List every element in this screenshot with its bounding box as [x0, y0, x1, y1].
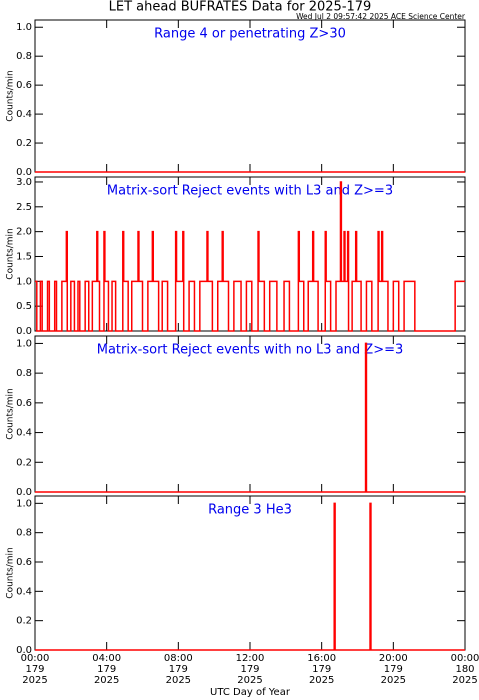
data-line — [35, 502, 465, 651]
y-tick-label: 0.0 — [16, 326, 32, 337]
panel-annotation: Matrix-sort Reject events with no L3 and… — [97, 343, 404, 358]
y-tick-label: 0.2 — [16, 138, 32, 149]
x-tick-label: 16:00 — [307, 653, 336, 664]
panel-frame — [34, 495, 466, 651]
x-tick-label: 2025 — [94, 675, 119, 686]
y-axis-label: Counts/min — [6, 70, 16, 121]
x-tick-label: 04:00 — [92, 653, 121, 664]
x-tick-label: 12:00 — [236, 653, 265, 664]
x-tick-label: 00:00 — [21, 653, 50, 664]
y-tick-label: 0.8 — [16, 368, 32, 379]
y-axis-label: Counts/min — [6, 388, 16, 439]
panel-frame — [34, 19, 466, 173]
y-tick-label: 0.4 — [16, 109, 32, 120]
y-tick-label: 1.0 — [16, 498, 32, 509]
x-tick-label: 179 — [97, 664, 116, 675]
x-tick-label: 00:00 — [451, 653, 479, 664]
y-tick-label: 0.0 — [16, 645, 32, 656]
panel-annotation: Matrix-sort Reject events with L3 and Z>… — [107, 184, 393, 199]
x-tick-label: 2025 — [237, 675, 262, 686]
y-tick-label: 0.6 — [16, 557, 32, 568]
x-axis-label: UTC Day of Year — [210, 687, 291, 698]
y-tick-label: 0.2 — [16, 616, 32, 627]
y-tick-label: 0.4 — [16, 428, 32, 439]
y-tick-label: 1.0 — [16, 276, 32, 287]
y-tick-label: 2.0 — [16, 227, 32, 238]
y-tick-label: 0.6 — [16, 80, 32, 91]
x-tick-label: 2025 — [309, 675, 334, 686]
x-tick-label: 179 — [240, 664, 259, 675]
y-tick-label: 0.8 — [16, 51, 32, 62]
y-tick-label: 0.8 — [16, 528, 32, 539]
x-tick-label: 2025 — [381, 675, 406, 686]
y-tick-label: 3.0 — [16, 177, 32, 188]
panel-annotation: Range 3 He3 — [208, 503, 292, 518]
x-tick-label: 08:00 — [164, 653, 193, 664]
y-tick-label: 0.0 — [16, 167, 32, 178]
x-tick-label: 179 — [169, 664, 188, 675]
x-tick-label: 20:00 — [379, 653, 408, 664]
y-axis-label: Counts/min — [6, 228, 16, 279]
y-tick-label: 0.0 — [16, 487, 32, 498]
data-line — [35, 181, 465, 332]
chart-title: LET ahead BUFRATES Data for 2025-179 — [109, 0, 372, 15]
panel-annotation: Range 4 or penetrating Z>30 — [154, 27, 346, 42]
y-tick-label: 1.0 — [16, 22, 32, 33]
x-tick-label: 180 — [455, 664, 474, 675]
y-tick-label: 0.2 — [16, 457, 32, 468]
x-tick-label: 179 — [384, 664, 403, 675]
x-tick-label: 2025 — [452, 675, 477, 686]
x-tick-label: 179 — [25, 664, 44, 675]
panel-frame — [34, 335, 466, 493]
x-tick-label: 2025 — [166, 675, 191, 686]
timestamp: Wed Jul 2 09:57:42 2025 ACE Science Cent… — [296, 12, 466, 21]
x-tick-label: 179 — [312, 664, 331, 675]
y-tick-label: 1.5 — [16, 251, 32, 262]
data-line — [35, 342, 465, 493]
y-tick-label: 0.6 — [16, 398, 32, 409]
x-tick-label: 2025 — [22, 675, 47, 686]
y-tick-label: 0.5 — [16, 301, 32, 312]
y-tick-label: 1.0 — [16, 338, 32, 349]
y-tick-label: 2.5 — [16, 202, 32, 213]
y-tick-label: 0.4 — [16, 586, 32, 597]
y-axis-label: Counts/min — [6, 547, 16, 598]
